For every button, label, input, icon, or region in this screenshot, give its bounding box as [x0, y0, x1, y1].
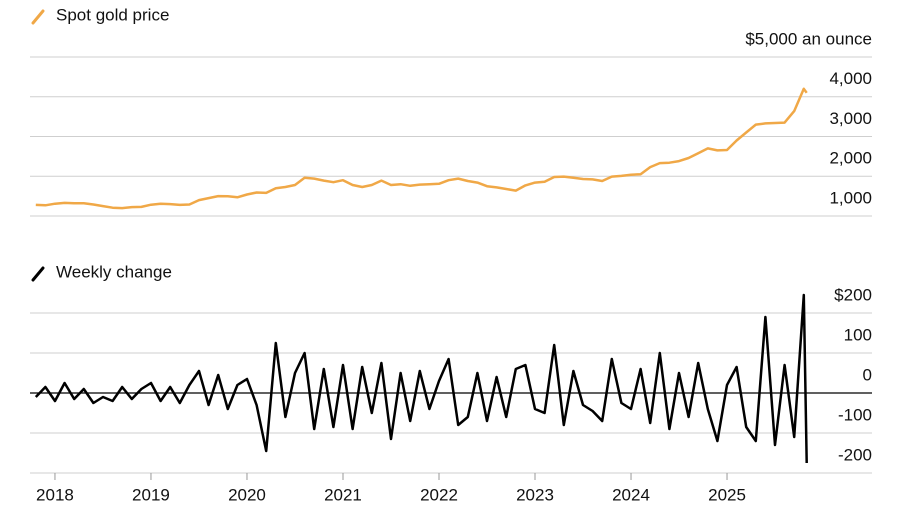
x-tick-label: 2020	[228, 485, 266, 504]
x-tick-label: 2024	[612, 485, 650, 504]
y-tick-label: -100	[838, 405, 872, 424]
panel-title: Spot gold price	[56, 5, 169, 24]
y-tick-label: 2,000	[829, 149, 872, 168]
legend-swatch	[31, 266, 45, 282]
y-tick-label: 3,000	[829, 109, 872, 128]
y-tick-label: 0	[863, 365, 872, 384]
y-tick-label: $200	[834, 285, 872, 304]
y-tick-label: -200	[838, 445, 872, 464]
panel-title: Weekly change	[56, 262, 172, 281]
y-tick-label: 1,000	[829, 188, 872, 207]
data-line	[34, 293, 808, 464]
x-tick-label: 2022	[420, 485, 458, 504]
x-tick-label: 2018	[36, 485, 74, 504]
x-tick-label: 2021	[324, 485, 362, 504]
y-tick-label: $5,000 an ounce	[745, 29, 872, 48]
x-tick-label: 2023	[516, 485, 554, 504]
x-tick-label: 2019	[132, 485, 170, 504]
x-tick-label: 2025	[708, 485, 746, 504]
y-tick-label: 4,000	[829, 69, 872, 88]
legend-swatch	[31, 9, 45, 25]
y-tick-label: 100	[844, 325, 872, 344]
data-line	[35, 87, 808, 210]
